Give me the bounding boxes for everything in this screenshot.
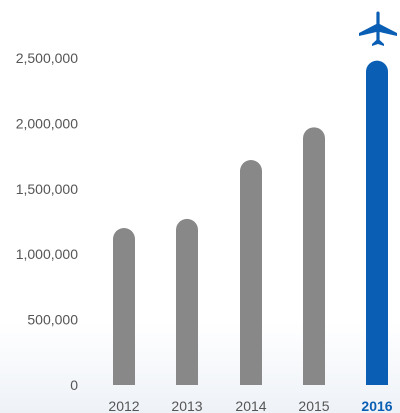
x-axis-ticks: 2012 2013 2014 2015 2016 <box>108 398 392 413</box>
bar-2014 <box>240 160 262 385</box>
bar-2016 <box>366 60 388 385</box>
x-tick-label: 2012 <box>108 398 139 413</box>
bars <box>113 60 388 385</box>
bar-2013 <box>176 218 198 385</box>
x-tick-label: 2013 <box>171 398 202 413</box>
y-tick-label: 500,000 <box>27 312 78 328</box>
y-tick-label: 1,000,000 <box>16 246 78 262</box>
y-tick-label: 0 <box>70 377 78 393</box>
x-tick-label: 2015 <box>298 398 329 413</box>
airplane-icon <box>359 11 397 46</box>
x-tick-label: 2014 <box>235 398 266 413</box>
y-tick-label: 2,500,000 <box>16 50 78 66</box>
bar-2012 <box>113 228 135 385</box>
y-axis-ticks: 0 500,000 1,000,000 1,500,000 2,000,000 2,500… <box>16 50 79 393</box>
y-tick-label: 1,500,000 <box>16 181 78 197</box>
x-tick-label: 2016 <box>361 398 392 413</box>
y-tick-label: 2,000,000 <box>16 115 78 131</box>
bar-2015 <box>303 127 325 385</box>
